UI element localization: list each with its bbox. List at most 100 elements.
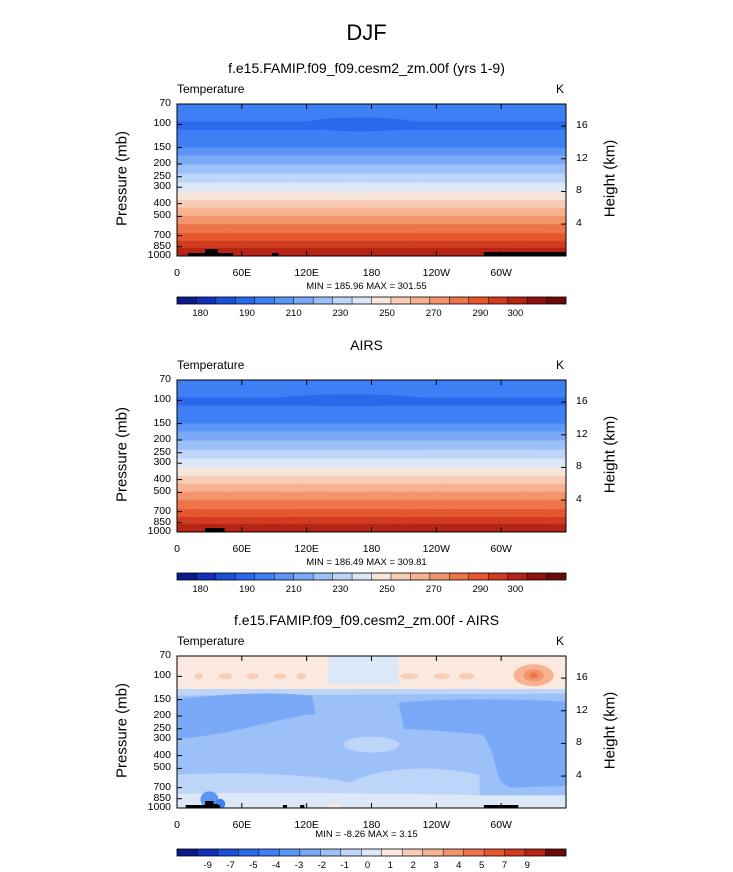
warm-anomaly — [328, 803, 341, 808]
colorbar-label: 3 — [433, 860, 439, 871]
colorbar-swatch — [177, 297, 197, 304]
warm-anomaly — [273, 673, 286, 680]
colorbar-swatch — [215, 297, 236, 304]
colorbar-swatch — [274, 297, 294, 304]
colorbar-swatch — [463, 849, 485, 856]
contour-line — [177, 477, 566, 482]
colorbar-label: 4 — [456, 860, 462, 871]
contour-band — [177, 405, 566, 416]
y-tick-label: 1000 — [147, 525, 171, 537]
contour-line — [177, 209, 566, 214]
colorbar-swatch — [468, 297, 489, 304]
colorbar-label: 180 — [192, 308, 209, 319]
colorbar-label: 230 — [332, 308, 349, 319]
contour-line — [177, 443, 566, 448]
x-tick-label: 120E — [294, 267, 319, 279]
colorbar-swatch — [254, 573, 275, 580]
contour-line — [177, 193, 566, 198]
y-right-tick-label: 4 — [576, 217, 582, 230]
colorbar-swatch — [545, 849, 567, 856]
warm-anomaly — [529, 672, 538, 679]
y-right-axis-label: Height (km) — [601, 139, 619, 218]
colorbar-label: 250 — [379, 584, 395, 595]
y-right-tick-label: 16 — [576, 119, 588, 132]
colorbar-label: 9 — [524, 860, 530, 871]
y-right-tick-label: 16 — [576, 671, 588, 684]
warm-anomaly — [218, 673, 233, 680]
contour-line — [177, 234, 566, 239]
variable-label: Temperature — [177, 82, 245, 96]
y-right-tick-label: 4 — [576, 769, 582, 782]
topography-mask — [272, 253, 279, 256]
colorbar-swatch — [217, 849, 239, 856]
contour-line — [177, 167, 566, 172]
contour-line — [177, 175, 566, 180]
y-tick-label: 850 — [153, 791, 171, 804]
chart-panel-1 — [176, 103, 567, 305]
warm-anomaly — [400, 673, 419, 680]
warm-anomaly — [246, 673, 259, 680]
contour-band — [177, 423, 566, 433]
colorbar-swatch — [507, 297, 528, 304]
y-tick-label: 700 — [153, 780, 171, 793]
y-tick-label: 300 — [153, 732, 171, 745]
units-label: K — [556, 634, 565, 648]
colorbar-label: 180 — [192, 584, 209, 595]
y-tick-label: 500 — [153, 485, 171, 498]
contour-field — [177, 104, 566, 256]
colorbar-label: 300 — [507, 308, 524, 319]
y-tick-label: 70 — [159, 649, 171, 661]
topography-mask — [211, 804, 218, 808]
colorbar-swatch — [449, 573, 470, 580]
colorbar-swatch — [429, 573, 450, 580]
colorbar-swatch — [254, 297, 275, 304]
topography-mask — [187, 253, 214, 256]
x-tick-label: 60E — [232, 819, 252, 831]
contour-band — [177, 147, 566, 157]
colorbar-swatch — [320, 849, 342, 856]
colorbar-swatch — [546, 297, 567, 304]
colorbar-swatch — [527, 573, 547, 580]
y-right-tick-label: 16 — [576, 395, 588, 408]
y-tick-label: 200 — [153, 157, 171, 169]
variable-label: Temperature — [177, 358, 245, 372]
colorbar-label: 270 — [425, 584, 442, 595]
colorbar-swatch — [352, 297, 372, 304]
colorbar-swatch — [468, 573, 489, 580]
colorbar-swatch — [488, 573, 508, 580]
colorbar-swatch — [410, 573, 431, 580]
x-tick-label: 180 — [362, 543, 381, 555]
colorbar-label: 7 — [501, 860, 508, 871]
contour-band — [177, 104, 566, 112]
cold-anomaly — [177, 693, 316, 740]
colorbar-swatch — [235, 297, 256, 304]
cold-core — [302, 117, 419, 132]
x-tick-label: 60W — [490, 819, 512, 831]
colorbar-label: 300 — [507, 584, 524, 595]
colorbar-swatch — [279, 849, 301, 856]
contour-line — [177, 493, 566, 498]
colorbar-swatch — [527, 297, 547, 304]
y-tick-label: 400 — [153, 472, 171, 485]
y-tick-label: 850 — [153, 515, 171, 528]
colorbar-swatch — [313, 573, 333, 580]
x-tick-label: 60W — [490, 543, 512, 555]
y-tick-label: 150 — [153, 416, 171, 429]
colorbar-swatch — [371, 573, 392, 580]
colorbar-swatch — [443, 849, 464, 856]
min-max-label: MIN = -8.26 MAX = 3.15 — [315, 829, 418, 840]
colorbar-swatch — [371, 297, 392, 304]
units-label: K — [556, 358, 565, 372]
cold-core — [461, 397, 542, 406]
y-tick-label: 400 — [153, 196, 171, 209]
chart-panel-2 — [176, 379, 567, 581]
colorbar-swatch — [274, 573, 294, 580]
colorbar-swatch — [196, 297, 217, 304]
contour-band — [177, 380, 566, 388]
colorbar-swatch — [340, 849, 362, 856]
contour-band — [177, 793, 566, 808]
cold-core — [269, 394, 430, 407]
y-right-tick-label: 12 — [576, 151, 588, 164]
x-tick-label: 180 — [362, 819, 381, 831]
x-tick-label: 120W — [422, 267, 451, 279]
